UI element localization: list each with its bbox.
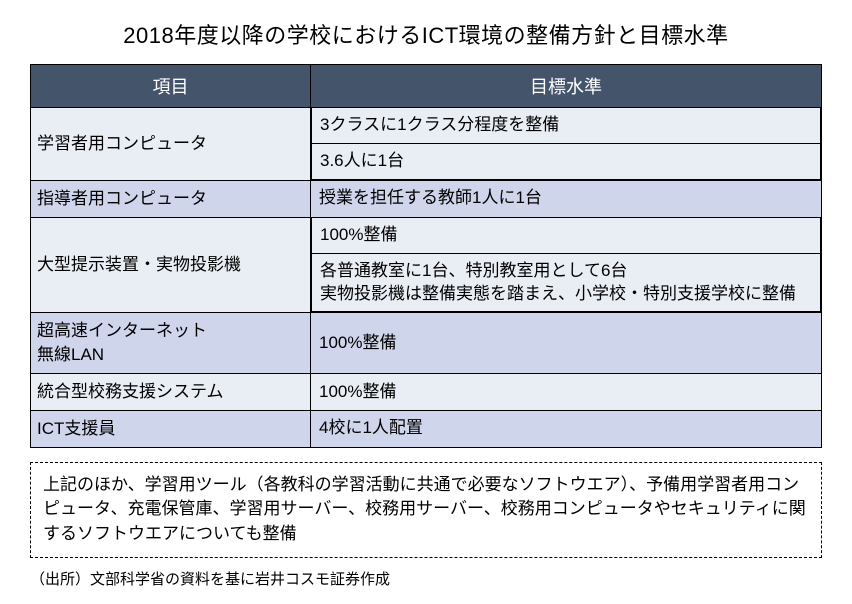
table-row: 指導者用コンピュータ 授業を担任する教師1人に1台 [31, 180, 822, 217]
table-header-row: 項目 目標水準 [31, 65, 822, 108]
col-header-item: 項目 [31, 65, 311, 108]
source-citation: （出所）文部科学省の資料を基に岩井コスモ証券作成 [30, 568, 822, 589]
item-cell: ICT支援員 [31, 410, 311, 447]
page-title: 2018年度以降の学校におけるICT環境の整備方針と目標水準 [30, 18, 822, 50]
table-row: 学習者用コンピュータ 3クラスに1クラス分程度を整備 3.6人に1台 [31, 108, 822, 181]
target-cell: 3クラスに1クラス分程度を整備 3.6人に1台 [311, 108, 822, 181]
target-sub: 100%整備 [312, 218, 821, 253]
item-cell: 超高速インターネット無線LAN [31, 313, 311, 374]
note-box: 上記のほか、学習用ツール（各教科の学習活動に共通で必要なソフトウエア）、予備用学… [30, 462, 822, 558]
item-cell: 学習者用コンピュータ [31, 108, 311, 181]
item-cell: 統合型校務支援システム [31, 374, 311, 411]
target-cell: 100%整備 [311, 313, 822, 374]
target-sub: 4校に1人配置 [311, 411, 821, 446]
target-cell: 100%整備 [311, 374, 822, 411]
ict-table: 項目 目標水準 学習者用コンピュータ 3クラスに1クラス分程度を整備 3.6人に… [30, 64, 822, 448]
target-sub: 3.6人に1台 [312, 143, 821, 179]
item-cell: 指導者用コンピュータ [31, 180, 311, 217]
target-cell: 授業を担任する教師1人に1台 [311, 180, 822, 217]
target-sub: 3クラスに1クラス分程度を整備 [312, 108, 821, 143]
target-cell: 100%整備 各普通教室に1台、特別教室用として6台実物投影機は整備実態を踏まえ… [311, 217, 822, 313]
target-sub: 授業を担任する教師1人に1台 [311, 181, 821, 216]
target-cell: 4校に1人配置 [311, 410, 822, 447]
target-sub: 100%整備 [311, 375, 821, 410]
table-row: 大型提示装置・実物投影機 100%整備 各普通教室に1台、特別教室用として6台実… [31, 217, 822, 313]
target-sub: 各普通教室に1台、特別教室用として6台実物投影機は整備実態を踏まえ、小学校・特別… [312, 253, 821, 312]
item-cell: 大型提示装置・実物投影機 [31, 217, 311, 313]
table-row: 統合型校務支援システム 100%整備 [31, 374, 822, 411]
table-row: 超高速インターネット無線LAN 100%整備 [31, 313, 822, 374]
col-header-target: 目標水準 [311, 65, 822, 108]
table-row: ICT支援員 4校に1人配置 [31, 410, 822, 447]
target-sub: 100%整備 [311, 326, 821, 361]
